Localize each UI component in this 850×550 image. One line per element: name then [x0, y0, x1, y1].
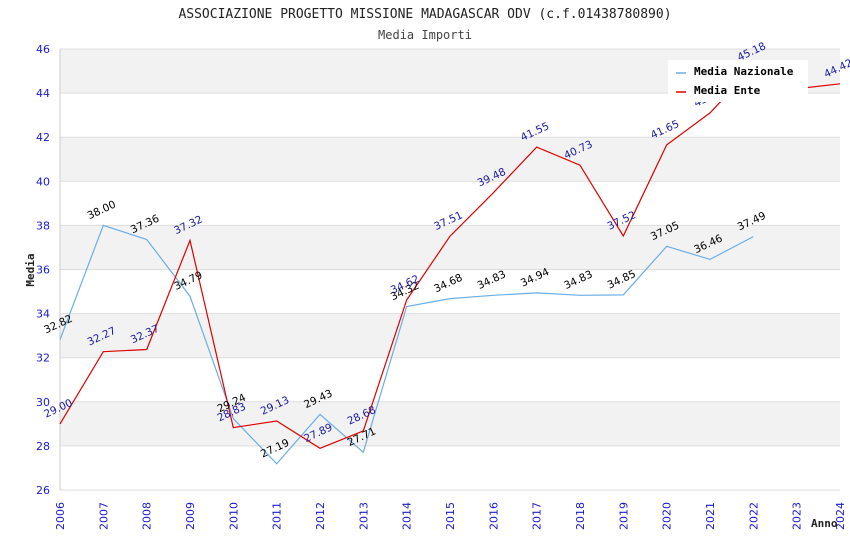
- x-tick-label: 2024: [834, 502, 847, 530]
- y-tick-label: 36: [36, 264, 50, 277]
- x-tick-label: 2008: [141, 502, 154, 530]
- x-tick-label: 2020: [661, 502, 674, 530]
- x-tick-label: 2012: [314, 502, 327, 530]
- x-tick-label: 2021: [704, 502, 717, 530]
- x-tick-label: 2011: [271, 502, 284, 530]
- grid-band: [60, 445, 840, 490]
- x-tick-label: 2022: [747, 502, 760, 530]
- x-tick-label: 2023: [791, 502, 804, 530]
- y-axis-label: Media: [24, 253, 37, 286]
- legend: Media Nazionale Media Ente: [668, 60, 808, 102]
- x-tick-label: 2014: [401, 502, 414, 530]
- x-axis-ticks: 2006 2007 2008 2009 2010 2011 2012 2013 2014 2015…: [54, 502, 847, 530]
- grid-band: [60, 181, 840, 226]
- y-tick-label: 38: [36, 219, 50, 232]
- y-tick-label: 28: [36, 440, 50, 453]
- x-tick-label: 2017: [531, 502, 544, 530]
- grid-band: [60, 269, 840, 314]
- x-tick-label: 2006: [54, 502, 67, 530]
- grid-band: [60, 225, 840, 270]
- grid-band: [60, 137, 840, 182]
- grid-band: [60, 401, 840, 446]
- x-tick-label: 2007: [97, 502, 110, 530]
- y-tick-label: 26: [36, 484, 50, 497]
- x-tick-label: 2015: [444, 502, 457, 530]
- y-tick-label: 42: [36, 131, 50, 144]
- y-tick-label: 44: [36, 87, 50, 100]
- series-line-media-ente: [59, 66, 841, 449]
- y-tick-label: 32: [36, 352, 50, 365]
- grid-band: [60, 357, 840, 402]
- chart-title: ASSOCIAZIONE PROGETTO MISSIONE MADAGASCA…: [178, 7, 671, 22]
- y-tick-label: 34: [36, 308, 50, 321]
- grid-bands: [60, 49, 840, 490]
- grid-band: [60, 313, 840, 358]
- x-tick-label: 2010: [227, 502, 240, 530]
- x-axis-label: Anno: [811, 517, 838, 530]
- x-tick-label: 2009: [184, 502, 197, 530]
- chart-subtitle: Media Importi: [378, 28, 472, 42]
- x-tick-label: 2013: [357, 502, 370, 530]
- legend-label-ente: Media Ente: [694, 84, 761, 97]
- x-tick-label: 2019: [617, 502, 630, 530]
- series-lines: [59, 66, 841, 465]
- legend-label-nazionale: Media Nazionale: [694, 65, 794, 78]
- x-tick-label: 2018: [574, 502, 587, 530]
- legend-box: [668, 60, 808, 102]
- grid-lines: [59, 48, 840, 491]
- y-axis-ticks: 26 28 30 32 34 36 38 40 42 44 46: [36, 43, 50, 497]
- y-tick-label: 40: [36, 175, 50, 188]
- y-tick-label: 30: [36, 396, 50, 409]
- y-tick-label: 46: [36, 43, 50, 56]
- x-tick-label: 2016: [487, 502, 500, 530]
